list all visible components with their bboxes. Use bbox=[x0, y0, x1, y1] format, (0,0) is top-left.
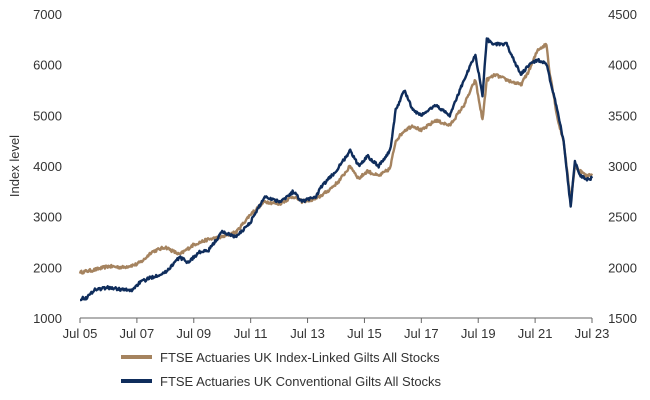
y-tick-label-left: 5000 bbox=[33, 108, 62, 123]
x-tick-label: Jul 15 bbox=[347, 326, 382, 341]
x-tick-label: Jul 11 bbox=[234, 326, 268, 341]
y-tick-label-left: 3000 bbox=[33, 210, 62, 225]
x-tick-label: Jul 19 bbox=[461, 326, 496, 341]
y-tick-label-left: 1000 bbox=[33, 311, 62, 326]
y-tick-label-right: 1500 bbox=[608, 311, 637, 326]
x-tick-label: Jul 23 bbox=[575, 326, 610, 341]
x-tick-label: Jul 17 bbox=[404, 326, 439, 341]
y-tick-label-left: 2000 bbox=[33, 260, 62, 275]
y-tick-label-right: 2500 bbox=[608, 210, 637, 225]
y-tick-label-left: 7000 bbox=[33, 7, 62, 22]
y-tick-label-right: 4500 bbox=[608, 7, 637, 22]
y-tick-label-right: 3000 bbox=[608, 159, 637, 174]
y-axis-right: 1500 2000 2500 3000 3500 4000 4500 bbox=[608, 7, 637, 326]
y-tick-label-right: 3500 bbox=[608, 108, 637, 123]
x-tick-label: Jul 21 bbox=[518, 326, 553, 341]
x-tick-label: Jul 09 bbox=[176, 326, 211, 341]
legend-label-index-linked: FTSE Actuaries UK Index-Linked Gilts All… bbox=[160, 350, 440, 365]
x-tick-label: Jul 05 bbox=[63, 326, 98, 341]
x-axis: Jul 05 Jul 07 Jul 09 Jul 11 Jul 13 Jul 15 Jul … bbox=[63, 317, 610, 341]
y-tick-label-left: 6000 bbox=[33, 58, 62, 73]
series-lines bbox=[78, 37, 594, 302]
legend-label-conventional: FTSE Actuaries UK Conventional Gilts All… bbox=[160, 374, 442, 389]
x-tick-label: Jul 13 bbox=[290, 326, 325, 341]
series-line-conventional bbox=[79, 37, 594, 302]
y-axis-left: 1000 2000 3000 4000 5000 6000 7000 bbox=[33, 7, 62, 326]
series-line-index-linked bbox=[78, 42, 594, 275]
y-tick-label-right: 4000 bbox=[608, 58, 637, 73]
y-tick-label-right: 2000 bbox=[608, 260, 637, 275]
y-tick-label-left: 4000 bbox=[33, 159, 62, 174]
x-tick-label: Jul 07 bbox=[120, 326, 155, 341]
y-axis-title: Index level bbox=[7, 135, 22, 197]
legend: FTSE Actuaries UK Index-Linked Gilts All… bbox=[121, 350, 442, 389]
